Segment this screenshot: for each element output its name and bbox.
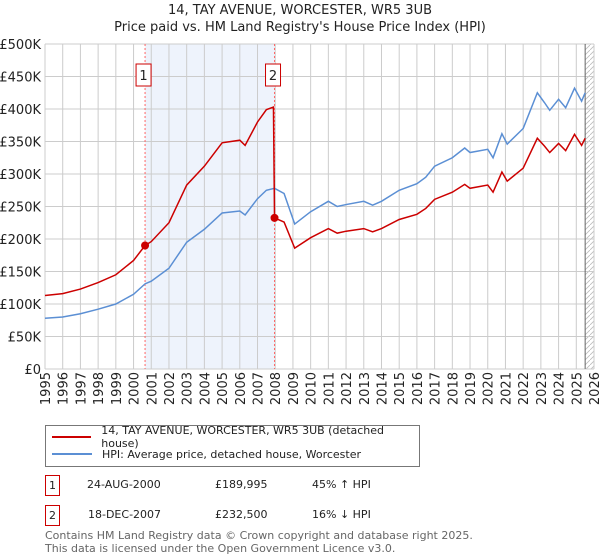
x-tick-label: 1995 xyxy=(39,372,54,405)
sale-price: £232,500 xyxy=(215,508,268,521)
legend-item-property: 14, TAY AVENUE, WORCESTER, WR5 3UB (deta… xyxy=(52,424,419,450)
x-tick-label: 2022 xyxy=(517,372,532,405)
x-tick-label: 1999 xyxy=(110,372,125,405)
sale-point xyxy=(141,241,150,250)
plot-area: 1995 1996 1997 1998 1999 2000 2001 2002 2003 2004… xyxy=(0,38,600,405)
x-tick-label: 2025 xyxy=(570,372,585,405)
legend-item-hpi: HPI: Average price, detached house, Worc… xyxy=(52,446,361,462)
y-tick-label: £350K xyxy=(0,136,41,151)
y-tick-label: £200K xyxy=(0,233,41,248)
footer-copyright: Contains HM Land Registry data © Crown c… xyxy=(45,529,473,542)
sale-row-2: 2 18-DEC-2007 £232,500 16% ↓ HPI xyxy=(45,505,465,526)
x-tick-label: 2020 xyxy=(482,372,497,405)
sale-date: 18-DEC-2007 xyxy=(88,508,162,521)
x-tick-label: 2003 xyxy=(181,372,196,405)
legend-label: HPI: Average price, detached house, Worc… xyxy=(102,447,362,461)
legend-label: 14, TAY AVENUE, WORCESTER, WR5 3UB (deta… xyxy=(101,424,385,450)
chart-subtitle: Price paid vs. HM Land Registry's House … xyxy=(114,20,486,35)
footer: Contains HM Land Registry data © Crown c… xyxy=(45,529,473,555)
legend-swatch xyxy=(52,453,92,455)
x-tick-label: 2023 xyxy=(535,372,550,405)
y-tick-label: £50K xyxy=(8,331,42,346)
sale-marker-label: 2 xyxy=(269,69,277,84)
x-tick-label: 2002 xyxy=(163,372,178,405)
x-tick-label: 2026 xyxy=(588,372,600,405)
sale-point xyxy=(270,213,279,222)
chart-title: 14, TAY AVENUE, WORCESTER, WR5 3UB xyxy=(167,3,433,18)
x-tick-label: 2001 xyxy=(145,372,160,405)
y-tick-label: £150K xyxy=(0,266,41,281)
sale-hpi: 16% ↓ HPI xyxy=(312,508,371,521)
sale-marker-label: 1 xyxy=(139,69,147,84)
y-tick-label: £300K xyxy=(0,168,41,183)
y-tick-label: £0 xyxy=(24,363,41,378)
footer-licence: This data is licensed under the Open Gov… xyxy=(45,542,396,555)
y-tick-label: £400K xyxy=(0,103,41,118)
sale-marker-box xyxy=(135,63,152,87)
sale-marker-box xyxy=(265,63,282,87)
x-tick-label: 2004 xyxy=(198,372,213,405)
x-tick-label: 1996 xyxy=(57,372,72,405)
y-tick-label: £450K xyxy=(0,71,41,86)
x-tick-label: 2019 xyxy=(464,372,479,405)
sale-badge: 1 xyxy=(45,475,60,496)
x-tick-label: 2012 xyxy=(340,372,355,405)
x-tick-label: 2024 xyxy=(553,372,568,405)
x-tick-label: 2000 xyxy=(128,372,143,405)
x-tick-label: 2015 xyxy=(393,372,408,405)
sale-date: 24-AUG-2000 xyxy=(87,478,161,491)
x-tick-label: 2007 xyxy=(252,372,267,405)
y-tick-label: £250K xyxy=(0,201,41,216)
x-tick-label: 2017 xyxy=(429,372,444,405)
x-tick-label: 2010 xyxy=(305,372,320,405)
legend-swatch xyxy=(52,436,92,438)
sale-price: £189,995 xyxy=(215,478,268,491)
x-tick-label: 2018 xyxy=(446,372,461,405)
x-tick-label: 2013 xyxy=(358,372,373,405)
x-tick-label: 2008 xyxy=(269,372,284,405)
x-tick-label: 2021 xyxy=(499,372,514,405)
series-line xyxy=(44,86,586,320)
x-tick-label: 2011 xyxy=(322,372,337,405)
x-tick-label: 2006 xyxy=(234,372,249,405)
y-tick-label: £100K xyxy=(0,298,41,313)
sale-row-1: 1 24-AUG-2000 £189,995 45% ↑ HPI xyxy=(45,475,465,496)
x-tick-label: 2009 xyxy=(287,372,302,405)
y-tick-label: £500K xyxy=(0,38,41,53)
x-tick-label: 2016 xyxy=(411,372,426,405)
x-tick-label: 2005 xyxy=(216,372,231,405)
sale-badge: 2 xyxy=(45,505,60,526)
x-tick-label: 1997 xyxy=(74,372,89,405)
x-tick-label: 2014 xyxy=(375,372,390,405)
series-line xyxy=(44,105,586,297)
legend: 14, TAY AVENUE, WORCESTER, WR5 3UB (deta… xyxy=(45,424,420,467)
x-tick-label: 1998 xyxy=(92,372,107,405)
sale-hpi: 45% ↑ HPI xyxy=(312,478,371,491)
